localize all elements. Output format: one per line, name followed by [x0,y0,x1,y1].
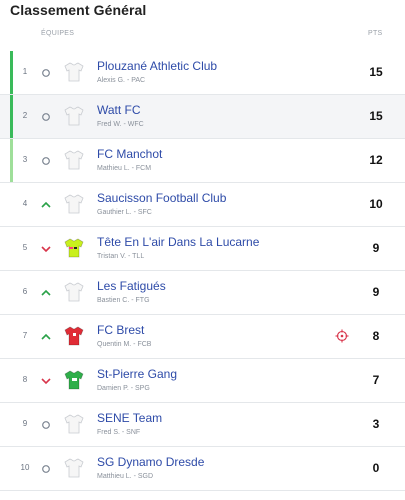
trend-same-icon [40,154,52,166]
jersey-icon [63,457,85,479]
page-title: Classement Général [10,2,147,18]
points-value: 7 [372,373,380,387]
table-row[interactable]: 7 FC Brest Quentin M. - FCB 8 [0,315,405,359]
points-value: 0 [372,461,380,475]
qualification-bar [10,95,13,138]
team-name-link[interactable]: Saucisson Football Club [97,191,227,205]
team-name-link[interactable]: FC Brest [97,323,145,337]
team-name-link[interactable]: Les Fatigués [97,279,166,293]
jersey-icon [63,149,85,171]
trend-same-icon [40,418,52,430]
jersey-icon [63,413,85,435]
points-value: 8 [372,329,380,343]
manager-label: Fred S. - SNF [97,429,141,436]
points-value: 10 [369,197,383,211]
header-points: PTS [368,30,383,37]
points-value: 15 [369,65,383,79]
trend-up-icon [40,330,52,342]
table-row[interactable]: 10 SG Dynamo Dresde Matthieu L. - SGD 0 [0,447,405,491]
team-name-link[interactable]: FC Manchot [97,147,163,161]
rank-number: 3 [22,155,28,164]
team-name-link[interactable]: St-Pierre Gang [97,367,178,381]
manager-label: Tristan V. - TLL [97,253,145,260]
target-icon [335,329,349,343]
manager-label: Damien P. - SPG [97,385,150,392]
table-row[interactable]: 9 SENE Team Fred S. - SNF 3 [0,403,405,447]
manager-label: Quentin M. - FCB [97,341,152,348]
manager-label: Alexis G. - PAC [97,77,146,84]
jersey-icon [63,61,85,83]
team-name-link[interactable]: SG Dynamo Dresde [97,455,205,469]
manager-label: Fred W. - WFC [97,121,144,128]
points-value: 9 [372,285,380,299]
trend-up-icon [40,286,52,298]
rank-number: 8 [22,375,28,384]
trend-down-icon [40,374,52,386]
table-row[interactable]: 1 Plouzané Athletic Club Alexis G. - PAC 15 [0,51,405,95]
standings-list: 1 Plouzané Athletic Club Alexis G. - PAC 15… [0,51,405,491]
manager-label: Bastien C. - FTG [97,297,150,304]
jersey-icon [63,193,85,215]
rank-number: 6 [22,287,28,296]
table-row[interactable]: 8 St-Pierre Gang Damien P. - SPG 7 [0,359,405,403]
rank-number: 4 [22,199,28,208]
team-name-link[interactable]: Watt FC [97,103,141,117]
table-row[interactable]: 2 Watt FC Fred W. - WFC 15 [0,95,405,139]
rank-number: 10 [20,463,30,472]
trend-down-icon [40,242,52,254]
manager-label: Mathieu L. - FCM [97,165,152,172]
points-value: 12 [369,153,383,167]
rank-number: 9 [22,419,28,428]
team-name-link[interactable]: Tête En L'air Dans La Lucarne [97,235,260,249]
table-row[interactable]: 4 Saucisson Football Club Gauthier L. - SF… [0,183,405,227]
jersey-icon [63,369,85,391]
trend-up-icon [40,198,52,210]
team-name-link[interactable]: Plouzané Athletic Club [97,59,218,73]
points-value: 15 [369,109,383,123]
table-row[interactable]: 3 FC Manchot Mathieu L. - FCM 12 [0,139,405,183]
header-teams: ÉQUIPES [41,30,75,37]
qualification-bar [10,139,13,182]
rank-number: 7 [22,331,28,340]
trend-same-icon [40,110,52,122]
jersey-icon [63,105,85,127]
qualification-bar [10,51,13,94]
team-name-link[interactable]: SENE Team [97,411,163,425]
points-value: 3 [372,417,380,431]
manager-label: Gauthier L. - SFC [97,209,152,216]
table-row[interactable]: 6 Les Fatigués Bastien C. - FTG 9 [0,271,405,315]
trend-same-icon [40,66,52,78]
points-value: 9 [372,241,380,255]
table-header: ÉQUIPES PTS [0,30,405,46]
rank-number: 2 [22,111,28,120]
jersey-icon [63,237,85,259]
jersey-icon [63,281,85,303]
rank-number: 5 [22,243,28,252]
rank-number: 1 [22,67,28,76]
jersey-icon [63,325,85,347]
manager-label: Matthieu L. - SGD [97,473,154,480]
trend-same-icon [40,462,52,474]
table-row[interactable]: 5 Tête En L'air Dans La Lucarne Tristan V.… [0,227,405,271]
